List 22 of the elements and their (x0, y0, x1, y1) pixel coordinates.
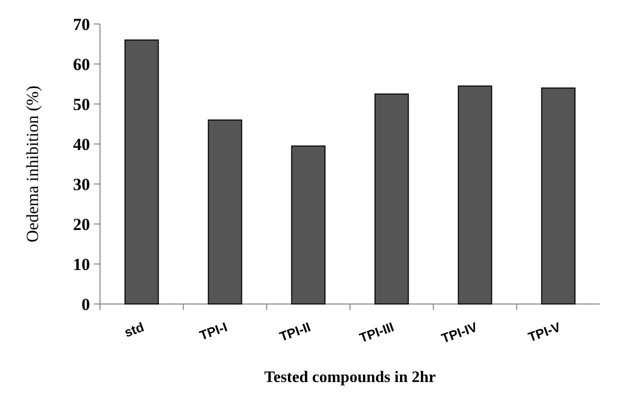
x-tick-label: TPI-IV (439, 319, 480, 346)
y-axis-title: Oedema inhibition (%) (22, 86, 42, 242)
bar (208, 120, 242, 304)
bar (124, 40, 159, 304)
y-tick-label: 60 (73, 54, 90, 74)
x-tick-label: std (122, 319, 146, 340)
y-tick-label: 10 (73, 254, 90, 274)
y-tick-label: 30 (73, 174, 90, 194)
bar (291, 146, 326, 304)
bar (374, 94, 409, 304)
y-tick-label: 40 (73, 134, 90, 154)
x-tick-label: TPI-V (526, 319, 563, 345)
bar (458, 86, 492, 304)
x-tick-label: TPI-II (277, 319, 312, 344)
x-tick-label: TPI-III (357, 319, 396, 346)
y-tick-label: 70 (73, 14, 90, 34)
y-tick-label: 0 (82, 294, 90, 314)
y-tick-label: 20 (73, 214, 90, 234)
x-axis-title: Tested compounds in 2hr (264, 369, 436, 386)
y-tick-label: 50 (73, 94, 90, 114)
x-tick-label: TPI-I (198, 319, 230, 344)
bar (541, 88, 576, 304)
